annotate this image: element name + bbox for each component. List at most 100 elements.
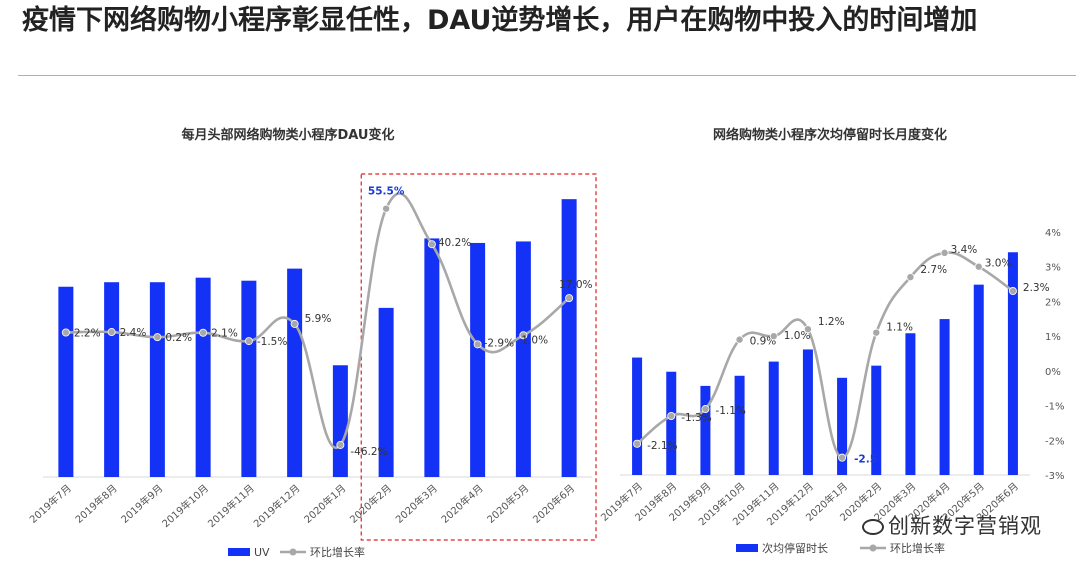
data-label: 40.2% [438, 237, 471, 249]
y-tick-label: -1% [1045, 402, 1064, 413]
data-label: 1.1% [886, 322, 913, 334]
growth-rate-marker [565, 294, 574, 303]
legend-swatch-bar [736, 544, 758, 552]
data-label: 17.0% [559, 279, 592, 291]
growth-rate-marker [701, 405, 710, 414]
bar [195, 277, 211, 477]
bar [666, 371, 677, 475]
data-label: -1.1% [715, 405, 745, 417]
growth-rate-marker [633, 439, 642, 448]
title-divider [18, 75, 1076, 76]
bar [470, 242, 486, 477]
wechat-icon [862, 519, 884, 535]
data-label: 2.2% [74, 328, 101, 340]
data-label: 2.3% [1023, 282, 1050, 294]
x-tick-label: 2020年4月 [438, 482, 485, 526]
growth-rate-marker [667, 411, 676, 420]
x-tick-label: 2020年2月 [347, 482, 394, 526]
bar [700, 385, 711, 475]
legend-swatch-bar [228, 548, 250, 556]
y-tick-label: 0% [1045, 367, 1061, 378]
data-label: -2.1% [647, 440, 677, 452]
data-label: 2.7% [920, 264, 947, 276]
growth-rate-marker [336, 440, 345, 449]
growth-rate-marker [906, 273, 915, 282]
x-tick-label: 2019年9月 [118, 482, 165, 526]
bar [149, 282, 165, 477]
bar [287, 268, 303, 477]
data-label: -46.2% [350, 446, 387, 458]
x-tick-label: 2020年5月 [484, 482, 531, 526]
bar [632, 357, 643, 475]
legend-swatch-marker [289, 548, 297, 556]
growth-rate-marker [735, 335, 744, 344]
y-tick-label: 4% [1045, 228, 1061, 239]
data-label: 1.2% [818, 316, 845, 328]
growth-rate-marker [769, 332, 778, 341]
data-label: 0.9% [750, 336, 777, 348]
x-tick-label: 2019年7月 [27, 482, 74, 526]
growth-rate-line [636, 251, 1014, 459]
data-label: 2.1% [211, 328, 238, 340]
growth-rate-marker [1008, 287, 1017, 296]
data-label: 1.0% [521, 334, 548, 346]
y-tick-label: -2% [1045, 436, 1064, 447]
data-label: 3.4% [951, 244, 978, 256]
legend-swatch-marker [869, 544, 877, 552]
data-label: -2.9% [484, 337, 514, 349]
x-tick-label: 2019年11月 [205, 482, 257, 531]
data-label: -1.3% [681, 412, 711, 424]
x-tick-label: 2019年8月 [72, 482, 119, 526]
legend-label: UV [254, 546, 270, 559]
bar [734, 375, 745, 475]
legend-label: 次均停留时长 [762, 541, 828, 555]
x-tick-label: 2020年3月 [393, 482, 440, 526]
bar [378, 307, 394, 477]
bar [58, 286, 74, 477]
data-label: 1.0% [784, 330, 811, 342]
x-tick-label: 2019年12月 [251, 482, 303, 531]
x-tick-label: 2020年1月 [301, 482, 348, 526]
bar [515, 241, 531, 477]
bar [802, 349, 813, 475]
growth-rate-marker [803, 325, 812, 334]
chart-title-1: 每月头部网络购物类小程序DAU变化 [181, 127, 394, 143]
growth-rate-marker [519, 331, 528, 340]
growth-rate-marker [153, 333, 162, 342]
data-label: 2.4% [120, 327, 147, 339]
data-label: -1.5% [257, 336, 287, 348]
growth-rate-marker [290, 319, 299, 328]
data-label: 55.5% [368, 186, 405, 198]
bar [939, 319, 950, 475]
growth-rate-marker [940, 248, 949, 257]
bar [424, 238, 440, 477]
growth-rate-marker [974, 262, 983, 271]
watermark: 创新数字营销观 [862, 510, 1042, 540]
data-label: 5.9% [305, 313, 332, 325]
watermark-text: 创新数字营销观 [888, 514, 1042, 538]
data-label: -2.5 [854, 454, 877, 466]
bar [561, 199, 577, 477]
bar [837, 377, 848, 475]
bar [104, 282, 120, 477]
growth-rate-marker [872, 328, 881, 337]
bar [241, 280, 257, 477]
growth-rate-marker [382, 204, 391, 213]
growth-rate-marker [427, 240, 436, 249]
bar [973, 284, 984, 475]
bar [1007, 252, 1018, 475]
bar [905, 333, 916, 475]
data-label: 3.0% [985, 258, 1012, 270]
growth-rate-marker [473, 340, 482, 349]
x-tick-label: 2020年6月 [530, 482, 577, 526]
y-tick-label: 3% [1045, 263, 1061, 274]
bar [768, 361, 779, 475]
growth-rate-marker [107, 328, 116, 337]
growth-rate-marker [244, 337, 253, 346]
growth-rate-marker [199, 328, 208, 337]
legend-label: 环比增长率 [890, 541, 945, 555]
page-title: 疫情下网络购物小程序彰显任性，DAU逆势增长，用户在购物中投入的时间增加 [22, 5, 978, 36]
bar [871, 365, 882, 475]
y-tick-label: 1% [1045, 332, 1061, 343]
